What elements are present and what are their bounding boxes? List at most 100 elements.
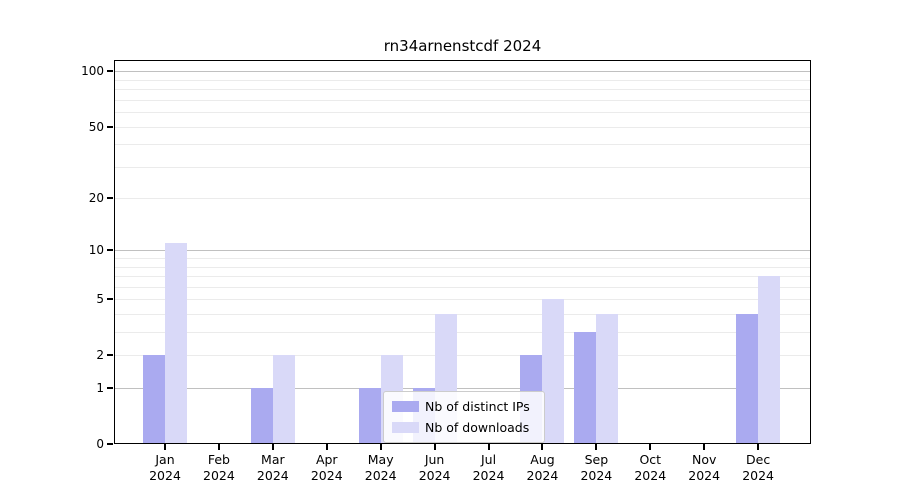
- x-tick-mark: [325, 444, 328, 450]
- year-label: 2024: [256, 468, 289, 483]
- month-label: Apr: [315, 452, 338, 467]
- y-tick-mark: [107, 354, 113, 357]
- minor-gridline: [114, 89, 811, 91]
- major-gridline: [114, 250, 811, 252]
- month-label: Oct: [639, 452, 662, 467]
- y-tick-label: 20: [88, 191, 104, 206]
- y-tick-mark: [107, 298, 113, 301]
- y-tick-label: 1: [96, 381, 104, 396]
- legend-row-downloads: Nb of downloads: [392, 420, 535, 435]
- x-tick-label: Jan 2024: [125, 452, 205, 484]
- y-tick-mark: [107, 70, 113, 73]
- year-label: 2024: [418, 468, 451, 483]
- x-tick-label: Oct 2024: [610, 452, 690, 484]
- minor-gridline: [114, 79, 811, 81]
- legend-label-downloads: Nb of downloads: [425, 420, 530, 435]
- legend-swatch-distinct-ips: [392, 401, 419, 412]
- major-gridline: [114, 71, 811, 73]
- y-tick-label: 10: [88, 243, 104, 258]
- y-tick-label: 50: [88, 119, 104, 134]
- month-label: Aug: [530, 452, 555, 467]
- x-tick-mark: [487, 444, 490, 450]
- x-tick-label: Jun 2024: [395, 452, 475, 484]
- year-label: 2024: [742, 468, 775, 483]
- minor-gridline: [114, 286, 811, 288]
- y-tick-mark: [107, 249, 113, 252]
- x-tick-label: Sep 2024: [556, 452, 636, 484]
- minor-gridline: [114, 112, 811, 114]
- bar-downloads-mar: [272, 355, 295, 444]
- bar-distinct-ips-sep: [574, 332, 597, 444]
- y-tick-mark: [107, 197, 113, 200]
- plot-area: [114, 60, 811, 444]
- x-tick-mark: [541, 444, 544, 450]
- x-tick-mark: [217, 444, 220, 450]
- x-tick-mark: [433, 444, 436, 450]
- minor-gridline: [114, 198, 811, 200]
- month-label: Nov: [691, 452, 717, 467]
- minor-gridline: [114, 332, 811, 334]
- month-label: Dec: [746, 452, 771, 467]
- x-tick-label: May 2024: [341, 452, 421, 484]
- minor-gridline: [114, 314, 811, 316]
- x-tick-mark: [271, 444, 274, 450]
- minor-gridline: [114, 166, 811, 168]
- year-label: 2024: [526, 468, 559, 483]
- bar-distinct-ips-may: [358, 388, 381, 444]
- x-tick-label: Jul 2024: [449, 452, 529, 484]
- month-label: May: [367, 452, 394, 467]
- legend-row-distinct-ips: Nb of distinct IPs: [392, 399, 535, 414]
- legend-label-distinct-ips: Nb of distinct IPs: [425, 399, 530, 414]
- x-tick-mark: [757, 444, 760, 450]
- month-label: Jun: [424, 452, 445, 467]
- year-label: 2024: [364, 468, 397, 483]
- y-tick-mark: [107, 443, 113, 445]
- bar-distinct-ips-dec: [736, 314, 759, 444]
- x-tick-label: Nov 2024: [664, 452, 744, 484]
- minor-gridline: [114, 258, 811, 260]
- year-label: 2024: [203, 468, 235, 483]
- y-tick-label: 5: [96, 292, 104, 307]
- year-label: 2024: [634, 468, 667, 483]
- year-label: 2024: [472, 468, 505, 483]
- minor-gridline: [114, 355, 811, 357]
- year-label: 2024: [688, 468, 721, 483]
- month-label: Jan: [155, 452, 175, 467]
- minor-gridline: [114, 126, 811, 128]
- x-tick-mark: [164, 444, 166, 450]
- y-tick-mark: [107, 387, 113, 390]
- x-tick-label: Feb 2024: [179, 452, 259, 484]
- year-label: 2024: [149, 468, 181, 483]
- minor-gridline: [114, 266, 811, 268]
- month-label: Mar: [261, 452, 285, 467]
- x-tick-label: Aug 2024: [502, 452, 582, 484]
- bar-distinct-ips-jan: [143, 355, 165, 444]
- bar-downloads-sep: [596, 314, 619, 444]
- minor-gridline: [114, 299, 811, 301]
- legend: Nb of distinct IPs Nb of downloads: [383, 391, 545, 443]
- x-tick-mark: [649, 444, 652, 450]
- year-label: 2024: [310, 468, 343, 483]
- y-tick-label: 0: [96, 437, 104, 451]
- y-tick-label: 100: [81, 64, 104, 79]
- bar-downloads-aug: [542, 299, 565, 444]
- y-tick-mark: [107, 125, 113, 128]
- x-tick-mark: [703, 444, 706, 450]
- x-tick-mark: [379, 444, 382, 450]
- minor-gridline: [114, 276, 811, 278]
- month-label: Jul: [480, 452, 497, 467]
- bar-downloads-jan: [165, 243, 187, 444]
- x-tick-label: Mar 2024: [233, 452, 313, 484]
- bar-distinct-ips-mar: [250, 388, 273, 444]
- x-tick-mark: [595, 444, 598, 450]
- y-tick-label: 2: [96, 348, 104, 363]
- x-tick-label: Apr 2024: [287, 452, 367, 484]
- chart-title: rn34arnenstcdf 2024: [383, 37, 542, 55]
- major-gridline: [114, 388, 811, 390]
- month-label: Sep: [584, 452, 609, 467]
- x-tick-label: Dec 2024: [718, 452, 798, 484]
- minor-gridline: [114, 144, 811, 146]
- legend-swatch-downloads: [392, 422, 419, 433]
- year-label: 2024: [580, 468, 613, 483]
